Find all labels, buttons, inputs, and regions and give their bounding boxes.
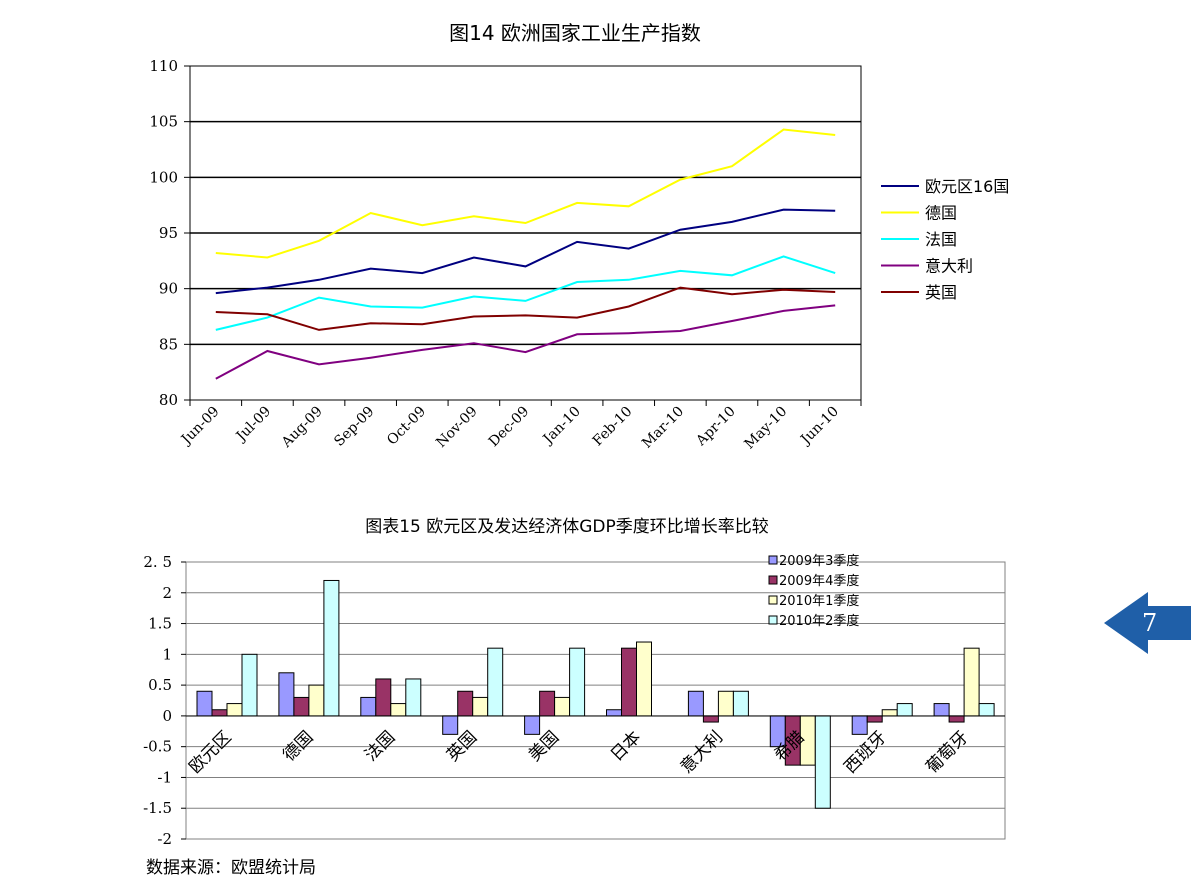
chart2-y-tick-label: 0.5 — [148, 676, 172, 694]
chart2-legend-label: 2010年2季度 — [779, 613, 859, 629]
chart1-y-tick-label: 105 — [149, 113, 178, 131]
chart2-bar — [211, 709, 228, 717]
chart2-bar — [293, 696, 310, 717]
chart2-y-tick-label: -0.5 — [143, 738, 172, 756]
chart2-legend-label: 2009年4季度 — [779, 573, 859, 589]
chart2-legend: 2009年3季度 2009年4季度 2010年1季度 2010年2季度 — [768, 553, 859, 629]
chart2-legend-label: 2009年3季度 — [779, 553, 859, 569]
chart2-bar — [390, 703, 407, 717]
page-number: 7 — [1142, 609, 1158, 637]
chart2-bar — [702, 715, 719, 723]
chart1-legend-label: 英国 — [925, 283, 957, 302]
chart2-legend-swatch — [768, 575, 778, 585]
chart2-x-axis: 欧元区 德国 法国 英国 美国 日本 意大利 希腊 西班牙 葡萄牙 — [185, 727, 972, 777]
chart2-title: 图表15 欧元区及发达经济体GDP季度环比增长率比较 — [365, 517, 769, 537]
chart2-bar — [278, 672, 295, 717]
chart1-y-tick-label: 85 — [159, 335, 178, 353]
chart2-y-tick-label: -2 — [157, 830, 172, 848]
chart1-series — [215, 128, 836, 380]
chart2-bar — [472, 696, 489, 717]
chart2-legend-label: 2010年1季度 — [779, 593, 859, 609]
chart1-legend-label: 法国 — [925, 230, 957, 249]
chart2-x-tick-label: 意大利 — [677, 727, 727, 777]
chart1-title: 图14 欧洲国家工业生产指数 — [449, 21, 701, 45]
chart1-series-line-0 — [215, 208, 836, 295]
chart2-bars — [196, 579, 995, 809]
chart2-y-tick-label: 1 — [162, 645, 172, 663]
chart1-y-tick-label: 95 — [159, 224, 178, 242]
chart2-x-tick-label: 德国 — [279, 727, 317, 765]
chart2-x-tick-label: 葡萄牙 — [922, 727, 972, 777]
chart1-series-line-2 — [215, 255, 836, 331]
chart2-y-tick-label: 0 — [162, 707, 172, 725]
chart2-bar — [196, 690, 213, 717]
chart2-bar — [687, 690, 704, 717]
source-note: 数据来源：欧盟统计局 — [146, 858, 316, 878]
chart1-legend-label: 欧元区16国 — [925, 177, 1009, 196]
chart2-bar — [948, 715, 965, 723]
chart2-bar — [554, 696, 571, 717]
chart2-bar — [487, 647, 504, 717]
chart2-bar — [621, 647, 637, 717]
chart1-series-line-3 — [215, 304, 836, 380]
chart1-series-line-4 — [215, 286, 836, 331]
chart2-bar — [606, 709, 622, 717]
chart2-bar — [524, 715, 541, 735]
chart2-bar — [866, 715, 883, 723]
chart2-y-axis: -2 -1.5 -1 -0.5 0 0.5 1 1.5 2 2. 5 — [143, 553, 186, 848]
chart2-bar — [636, 641, 652, 717]
chart1-y-tick-label: 80 — [159, 391, 178, 409]
chart2-bar — [226, 703, 243, 717]
chart2-bar — [569, 647, 586, 717]
chart1-y-tick-label: 100 — [149, 168, 178, 186]
chart2-bar — [814, 715, 831, 809]
chart2-bar — [851, 715, 868, 735]
chart2-bar — [896, 703, 913, 717]
chart1-legend-label: 意大利 — [925, 257, 973, 276]
chart2-bar — [978, 703, 995, 717]
chart2-bar — [241, 653, 258, 717]
chart2-bar — [963, 647, 980, 717]
chart1-gridlines — [190, 120, 861, 346]
chart2-x-tick-label: 欧元区 — [185, 727, 235, 777]
chart2-bar — [933, 703, 950, 717]
chart2-x-tick-label: 日本 — [607, 727, 645, 765]
chart2-bar — [405, 678, 422, 717]
chart2-legend-swatch — [768, 595, 778, 605]
chart2-bar — [732, 690, 749, 717]
chart2-y-tick-label: -1.5 — [143, 799, 172, 817]
chart2-x-tick-label: 西班牙 — [841, 727, 891, 777]
chart2-bar — [457, 690, 474, 717]
chart2-y-tick-label: 2 — [162, 584, 172, 602]
chart1-legend-label: 德国 — [925, 204, 957, 223]
chart1-series-line-1 — [215, 128, 836, 259]
chart2-x-tick-label: 法国 — [361, 727, 399, 765]
chart2-y-tick-label: 2. 5 — [143, 553, 172, 571]
chart2-bar — [539, 690, 556, 717]
chart2-bar — [881, 709, 898, 717]
chart2-bar — [308, 684, 325, 717]
chart2-bar — [375, 678, 392, 717]
chart1-y-axis: 80 85 90 95 100 105 110 — [149, 57, 190, 409]
chart2-y-tick-label: 1.5 — [148, 615, 172, 633]
chart1-y-tick-label: 90 — [159, 280, 178, 298]
page-arrow-icon — [1104, 592, 1191, 654]
chart2-legend-swatch — [768, 555, 778, 565]
chart2-bar — [323, 579, 340, 717]
chart2-legend-swatch — [768, 615, 778, 625]
chart2-bar — [717, 690, 734, 717]
chart2-y-tick-label: -1 — [157, 768, 172, 786]
chart2-bar — [442, 715, 459, 735]
chart1-y-tick-label: 110 — [149, 57, 178, 75]
chart2-bar — [360, 696, 377, 717]
chart2-plot-area — [185, 561, 1006, 840]
